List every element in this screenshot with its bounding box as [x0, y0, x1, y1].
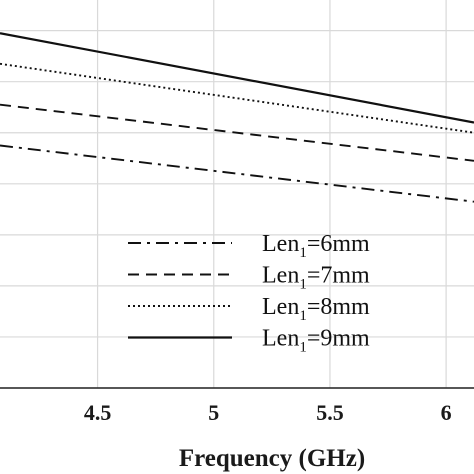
series-line-8mm [0, 62, 474, 134]
x-tick-labels: 4.5 5 5.5 6 [84, 400, 452, 425]
x-axis-title: Frequency (GHz) [179, 445, 365, 472]
legend-entry-label: Len1=6mm [262, 231, 370, 261]
x-tick-label: 5.5 [316, 400, 344, 425]
grid [0, 0, 474, 389]
legend-entry-label: Len1=8mm [262, 294, 370, 324]
series-lines [0, 32, 474, 203]
x-tick-label: 5 [208, 400, 219, 425]
legend-entry-label: Len1=7mm [262, 263, 370, 293]
x-tick-label: 4.5 [84, 400, 112, 425]
legend-entry-label: Len1=9mm [262, 326, 370, 356]
x-tick-label: 6 [441, 400, 452, 425]
series-line-6mm [0, 144, 474, 203]
series-line-7mm [0, 103, 474, 162]
series-line-9mm [0, 32, 474, 124]
